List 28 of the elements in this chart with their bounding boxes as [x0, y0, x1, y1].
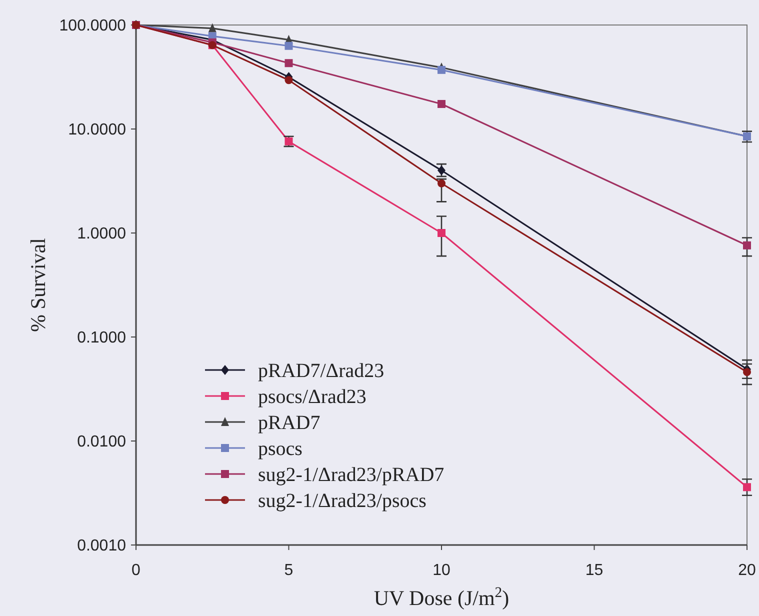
point — [438, 66, 446, 74]
x-tick-label: 0 — [132, 562, 141, 579]
y-axis-title: % Survival — [26, 238, 50, 332]
point — [743, 368, 751, 376]
x-tick-label: 5 — [284, 562, 294, 579]
legend-label: psocs — [258, 438, 303, 460]
point — [438, 100, 446, 108]
y-tick-label: 100.0000 — [59, 18, 126, 35]
point — [438, 179, 446, 188]
y-tick-label: 0.0010 — [77, 538, 126, 555]
point — [284, 76, 293, 84]
legend-label: pRAD7/Δrad23 — [258, 360, 384, 382]
x-tick-label: 20 — [738, 562, 756, 579]
x-tick-label: 15 — [585, 562, 604, 579]
point — [743, 241, 751, 250]
point — [284, 59, 293, 68]
point — [284, 42, 293, 50]
y-tick-label: 0.0100 — [77, 434, 126, 451]
legend-label: sug2-1/Δrad23/psocs — [258, 490, 427, 512]
legend-label: pRAD7 — [258, 412, 320, 434]
legend-label: psocs/Δrad23 — [258, 386, 366, 408]
point — [208, 23, 216, 32]
x-tick-label: 10 — [432, 562, 450, 579]
y-tick-label: 1.0000 — [77, 226, 126, 243]
y-tick-label: 10.0000 — [68, 122, 126, 139]
x-axis-title: UV Dose (J/m$^{2}$) — [374, 585, 510, 610]
legend-label: sug2-1/Δrad23/pRAD7 — [258, 464, 444, 486]
y-tick-label: 0.1000 — [77, 330, 126, 347]
